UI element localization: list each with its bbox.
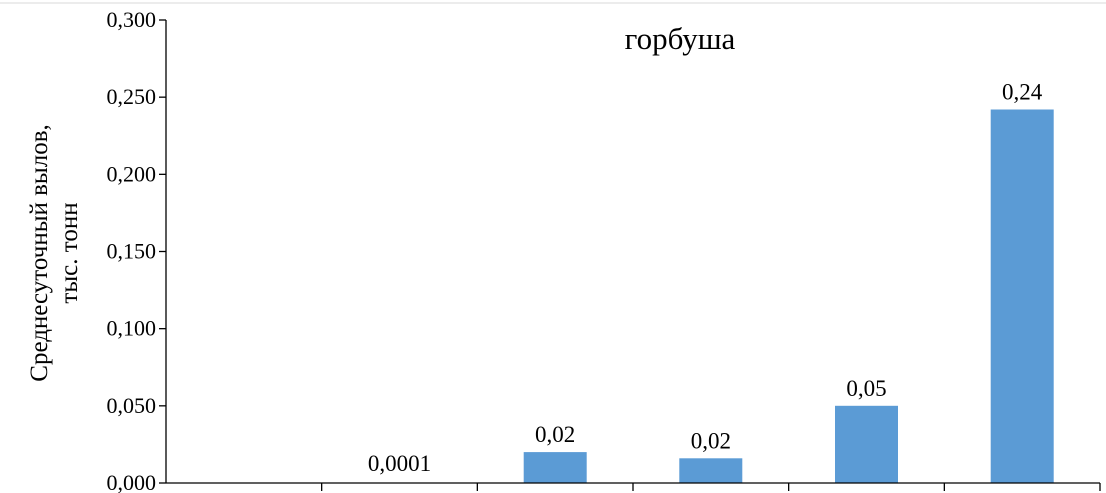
data-label: 0,24 — [1002, 80, 1043, 105]
data-label: 0,0001 — [368, 451, 431, 476]
data-label: 0,02 — [691, 428, 731, 453]
y-axis-label-line-2: тыс. тонн — [56, 202, 83, 303]
y-axis-label-line-1: Среднесуточный вылов, — [26, 124, 53, 381]
y-tick-label: 0,100 — [107, 316, 157, 341]
bar — [835, 405, 898, 483]
y-tick-label: 0,250 — [107, 84, 157, 109]
bar — [523, 452, 587, 483]
chart-title: горбуша — [625, 21, 736, 56]
bar — [679, 458, 743, 483]
y-tick-label: 0,150 — [107, 239, 157, 264]
y-tick-label: 0,300 — [107, 7, 157, 32]
data-label: 0,02 — [535, 422, 575, 447]
y-tick-label: 0,000 — [107, 470, 157, 493]
plot-area: 0,000 0,050 0,100 0,150 0,200 0,250 0,300 0,000… — [107, 7, 1101, 493]
y-tick-label: 0,050 — [107, 393, 157, 418]
data-label: 0,05 — [846, 376, 886, 401]
bar — [990, 109, 1054, 483]
y-tick-label: 0,200 — [107, 161, 157, 186]
